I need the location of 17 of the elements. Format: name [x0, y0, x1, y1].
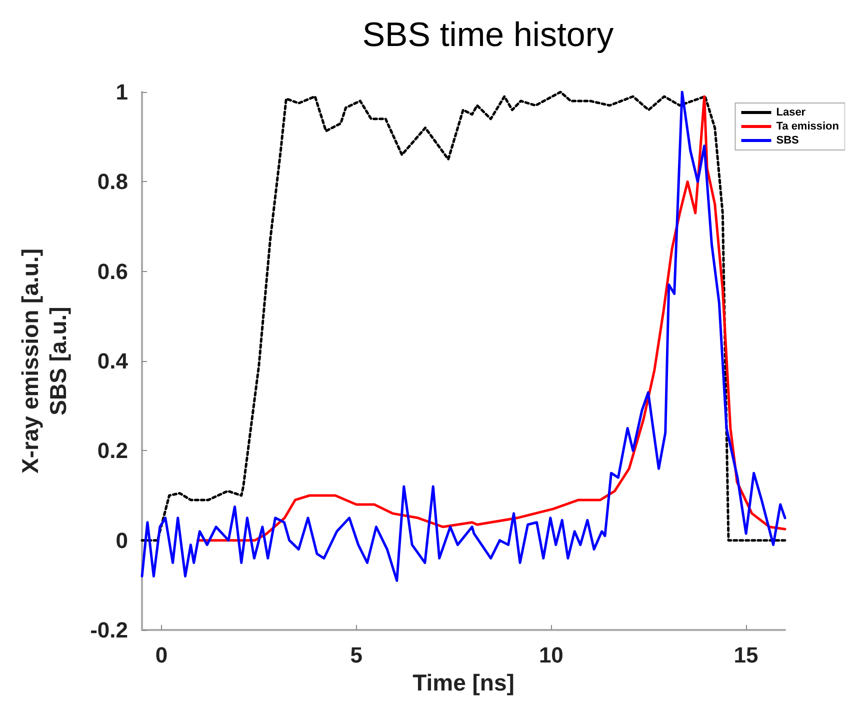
y-tick-label: 0.4	[97, 348, 129, 374]
y-tick-label: -0.2	[90, 618, 128, 642]
legend-label: Laser	[776, 106, 806, 118]
y-axis-title: X-ray emission [a.u.] SBS [a.u.]	[17, 248, 71, 474]
y-tick-label: 0.2	[97, 438, 128, 464]
x-tick-label: 15	[734, 642, 758, 668]
y-tick-label: 1	[116, 80, 128, 104]
y-tick-label: 0.6	[97, 258, 128, 284]
x-axis-title: Time [ns]	[412, 669, 514, 696]
chart-title: SBS time history	[362, 16, 614, 54]
x-tick-label: 5	[350, 642, 362, 668]
x-tick-label: 0	[155, 642, 168, 668]
legend-label: SBS	[776, 134, 799, 146]
y-tick-label: 0	[116, 528, 128, 553]
y-tick-label: 0.8	[97, 169, 128, 194]
x-tick-label: 10	[538, 642, 564, 668]
legend-label: Ta emission	[776, 120, 840, 132]
